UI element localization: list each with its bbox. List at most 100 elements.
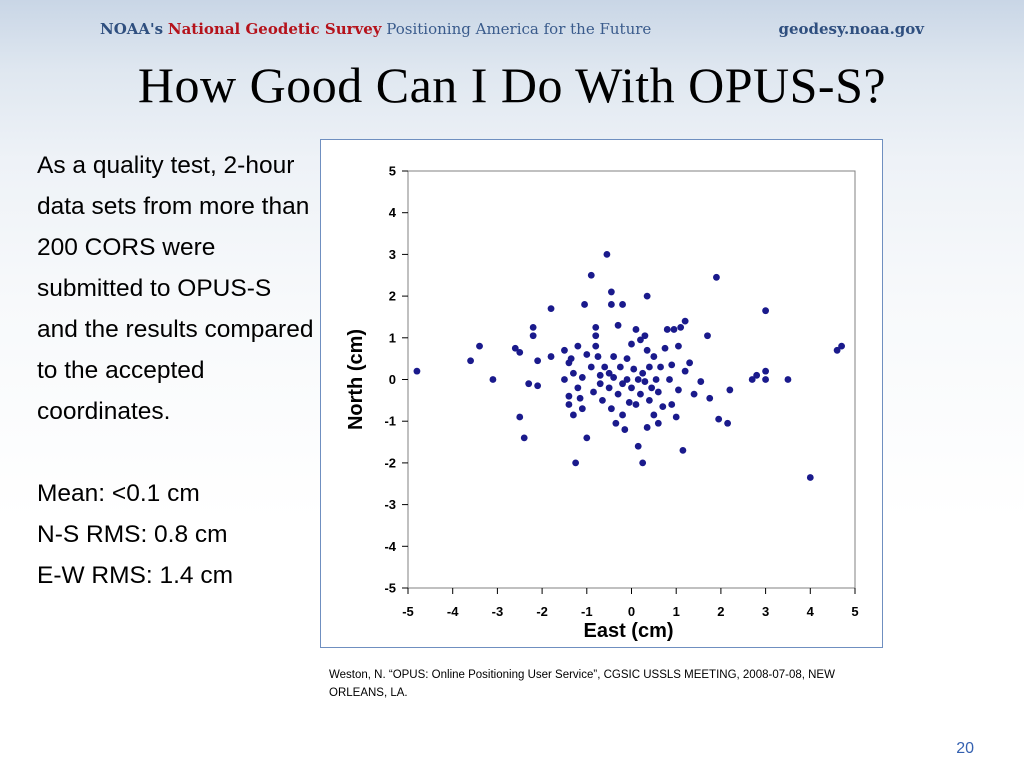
page-number: 20 xyxy=(956,740,974,757)
data-point xyxy=(650,353,658,360)
data-point xyxy=(567,355,575,363)
data-point xyxy=(639,459,647,467)
data-point xyxy=(619,411,626,419)
data-point xyxy=(525,380,533,388)
data-point xyxy=(619,301,626,308)
y-tick-label: -2 xyxy=(384,455,396,470)
data-point xyxy=(641,332,649,340)
data-point xyxy=(706,394,714,402)
data-point xyxy=(547,353,555,360)
data-point xyxy=(614,321,622,329)
data-point xyxy=(583,351,591,358)
data-point xyxy=(650,411,658,419)
data-point xyxy=(659,403,667,411)
data-point xyxy=(654,419,662,427)
data-point xyxy=(578,405,586,413)
data-point xyxy=(576,394,584,402)
stat-ns-rms: N-S RMS: 0.8 cm xyxy=(37,521,228,548)
data-point xyxy=(603,251,611,258)
data-point xyxy=(670,326,678,333)
data-point xyxy=(681,367,689,375)
data-point xyxy=(511,344,519,352)
data-point xyxy=(561,376,568,383)
data-point xyxy=(715,415,723,423)
data-point xyxy=(621,426,629,433)
scatter-chart: 5 4 3 2 1 0 -1 -2 -3 -4 -5 -5 -4 -3 -2 -1 0 1 2 3 4 5 East (cm… xyxy=(345,164,859,643)
x-tick-label: 4 xyxy=(807,604,815,619)
data-point xyxy=(838,342,845,350)
data-point xyxy=(561,346,568,354)
x-tick-label: -5 xyxy=(402,604,414,619)
data-point xyxy=(610,353,618,360)
x-tick-label: -2 xyxy=(536,604,548,619)
data-point xyxy=(623,355,631,363)
data-point xyxy=(467,357,474,365)
x-tick-label: 5 xyxy=(851,604,858,619)
data-point xyxy=(581,301,588,308)
data-point xyxy=(654,388,662,396)
data-point xyxy=(587,363,595,371)
data-point xyxy=(574,384,582,392)
x-axis-title: East (cm) xyxy=(583,620,673,642)
data-point xyxy=(614,390,622,398)
data-point xyxy=(724,419,732,427)
data-point xyxy=(572,459,580,467)
data-point xyxy=(661,344,669,352)
y-axis-title: North (cm) xyxy=(345,329,367,430)
data-point xyxy=(645,363,653,371)
data-point xyxy=(610,374,618,381)
data-point xyxy=(690,390,698,398)
data-point xyxy=(547,305,555,313)
data-point xyxy=(607,288,615,296)
data-point xyxy=(607,301,615,308)
data-point xyxy=(762,367,769,375)
data-point xyxy=(652,376,660,383)
data-point xyxy=(628,384,635,392)
banner-survey-name: National Geodetic Survey xyxy=(167,20,382,38)
data-point xyxy=(596,371,604,379)
data-point xyxy=(677,323,685,331)
data-point xyxy=(592,332,600,340)
data-point xyxy=(675,342,682,350)
banner-agency: NOAA's xyxy=(100,20,164,38)
data-point xyxy=(713,273,720,281)
data-point xyxy=(587,271,595,279)
data-point xyxy=(637,336,644,344)
data-point xyxy=(806,474,814,481)
header-banner: NOAA's National Geodetic Survey Position… xyxy=(0,0,1024,58)
data-point xyxy=(686,359,694,367)
data-point xyxy=(476,342,483,350)
data-point xyxy=(697,378,705,385)
y-tick-label: -5 xyxy=(384,581,396,596)
data-point xyxy=(672,413,680,421)
data-point xyxy=(578,374,586,381)
quality-test-paragraph: As a quality test, 2-hour data sets from… xyxy=(37,152,314,425)
data-point xyxy=(616,363,624,371)
data-point xyxy=(529,323,537,331)
data-point xyxy=(632,401,640,408)
x-tick-label: 1 xyxy=(673,604,680,619)
data-point xyxy=(599,396,606,404)
data-point xyxy=(637,390,644,398)
data-point xyxy=(679,446,687,454)
data-point xyxy=(668,361,676,369)
y-tick-label: -3 xyxy=(384,497,396,512)
data-point xyxy=(569,369,577,377)
scatter-chart-frame: 5 4 3 2 1 0 -1 -2 -3 -4 -5 -5 -4 -3 -2 -1 0 1 2 3 4 5 East (cm… xyxy=(320,139,883,648)
data-point xyxy=(634,376,642,383)
banner-website: geodesy.noaa.gov xyxy=(778,20,924,38)
data-point xyxy=(641,378,649,385)
data-point xyxy=(565,392,573,400)
data-point xyxy=(668,401,676,408)
stat-mean: Mean: <0.1 cm xyxy=(37,480,200,507)
data-point xyxy=(583,434,591,442)
body-text: As a quality test, 2-hour data sets from… xyxy=(37,145,317,596)
data-point xyxy=(645,396,653,404)
data-point xyxy=(657,363,664,371)
data-point xyxy=(619,380,626,388)
y-tick-label: 3 xyxy=(389,247,396,262)
data-point xyxy=(634,442,642,450)
data-point xyxy=(607,405,615,413)
data-point xyxy=(625,399,633,406)
data-point xyxy=(534,382,542,390)
